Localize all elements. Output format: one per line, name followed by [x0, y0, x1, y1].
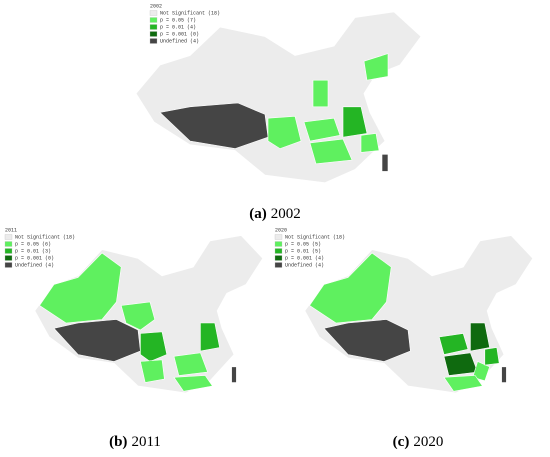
- legend-swatch: [149, 38, 158, 44]
- legend-label: Not Significant (18): [285, 234, 345, 240]
- legend-swatch: [4, 262, 13, 268]
- province-xinjiang: [39, 252, 122, 324]
- legend-label: p = 0.001 (0): [15, 255, 54, 261]
- legend-swatch: [149, 24, 158, 30]
- legend-swatch: [274, 262, 283, 268]
- legend-label: Undefined (4): [160, 38, 199, 44]
- legend-label: p = 0.01 (3): [15, 248, 51, 254]
- legend-swatch: [149, 31, 158, 37]
- legend-swatch: [274, 248, 283, 254]
- caption-year: 2020: [413, 434, 443, 450]
- panel-caption: (c) 2020: [393, 434, 444, 450]
- province-tibet: [53, 319, 141, 362]
- legend-title: 2020: [275, 227, 287, 233]
- legend-label: p = 0.001 (4): [285, 255, 324, 261]
- province-shanxi: [312, 79, 329, 108]
- province-jiangxi: [173, 352, 209, 376]
- legend-swatch: [149, 10, 158, 16]
- province-yunnan: [140, 359, 165, 383]
- legend-swatch: [4, 234, 13, 240]
- province-gansu: [120, 301, 156, 331]
- province-hubei: [303, 117, 341, 142]
- legend-swatch: [4, 248, 13, 254]
- legend-label: Undefined (4): [15, 262, 54, 268]
- province-liaoning: [363, 53, 389, 81]
- province-sichuan: [267, 115, 302, 149]
- legend-label: Not Significant (18): [160, 10, 220, 16]
- caption-label: (a): [249, 206, 267, 222]
- province-zhejiang: [484, 347, 500, 366]
- province-guangdong: [173, 375, 213, 392]
- province-sichuan: [140, 331, 168, 362]
- legend-label: p = 0.05 (7): [160, 17, 196, 23]
- legend-label: p = 0.05 (5): [285, 241, 321, 247]
- province-taiwan: [381, 154, 389, 172]
- province-tibet: [159, 102, 269, 149]
- caption-year: 2002: [271, 206, 301, 222]
- legend-title: 2002: [150, 3, 162, 9]
- legend-swatch: [274, 234, 283, 240]
- legend-title: 2011: [5, 227, 17, 233]
- province-anhui: [200, 322, 220, 352]
- province-taiwan: [231, 366, 237, 383]
- legend-swatch: [149, 17, 158, 23]
- province-anhui: [470, 322, 490, 352]
- province-hubei: [438, 333, 469, 355]
- province-zhejiang: [360, 133, 380, 153]
- province-anhui: [342, 106, 368, 138]
- caption-year: 2011: [131, 434, 160, 450]
- legend-label: p = 0.001 (0): [160, 31, 199, 37]
- legend-label: p = 0.05 (6): [15, 241, 51, 247]
- province-jiangxi: [309, 138, 353, 165]
- province-guangdong: [443, 375, 483, 392]
- province-tibet: [323, 319, 411, 362]
- province-xinjiang: [309, 252, 392, 324]
- legend-label: Not Significant (18): [15, 234, 75, 240]
- caption-label: (c): [393, 434, 410, 450]
- caption-label: (b): [109, 434, 127, 450]
- legend-label: Undefined (4): [285, 262, 324, 268]
- panel-caption: (b) 2011: [109, 434, 161, 450]
- province-taiwan: [501, 366, 507, 383]
- legend-swatch: [274, 241, 283, 247]
- legend-swatch: [4, 241, 13, 247]
- legend-swatch: [274, 255, 283, 261]
- legend-label: p = 0.01 (4): [160, 24, 196, 30]
- legend-label: p = 0.01 (5): [285, 248, 321, 254]
- panel-caption: (a) 2002: [249, 206, 301, 222]
- legend-swatch: [4, 255, 13, 261]
